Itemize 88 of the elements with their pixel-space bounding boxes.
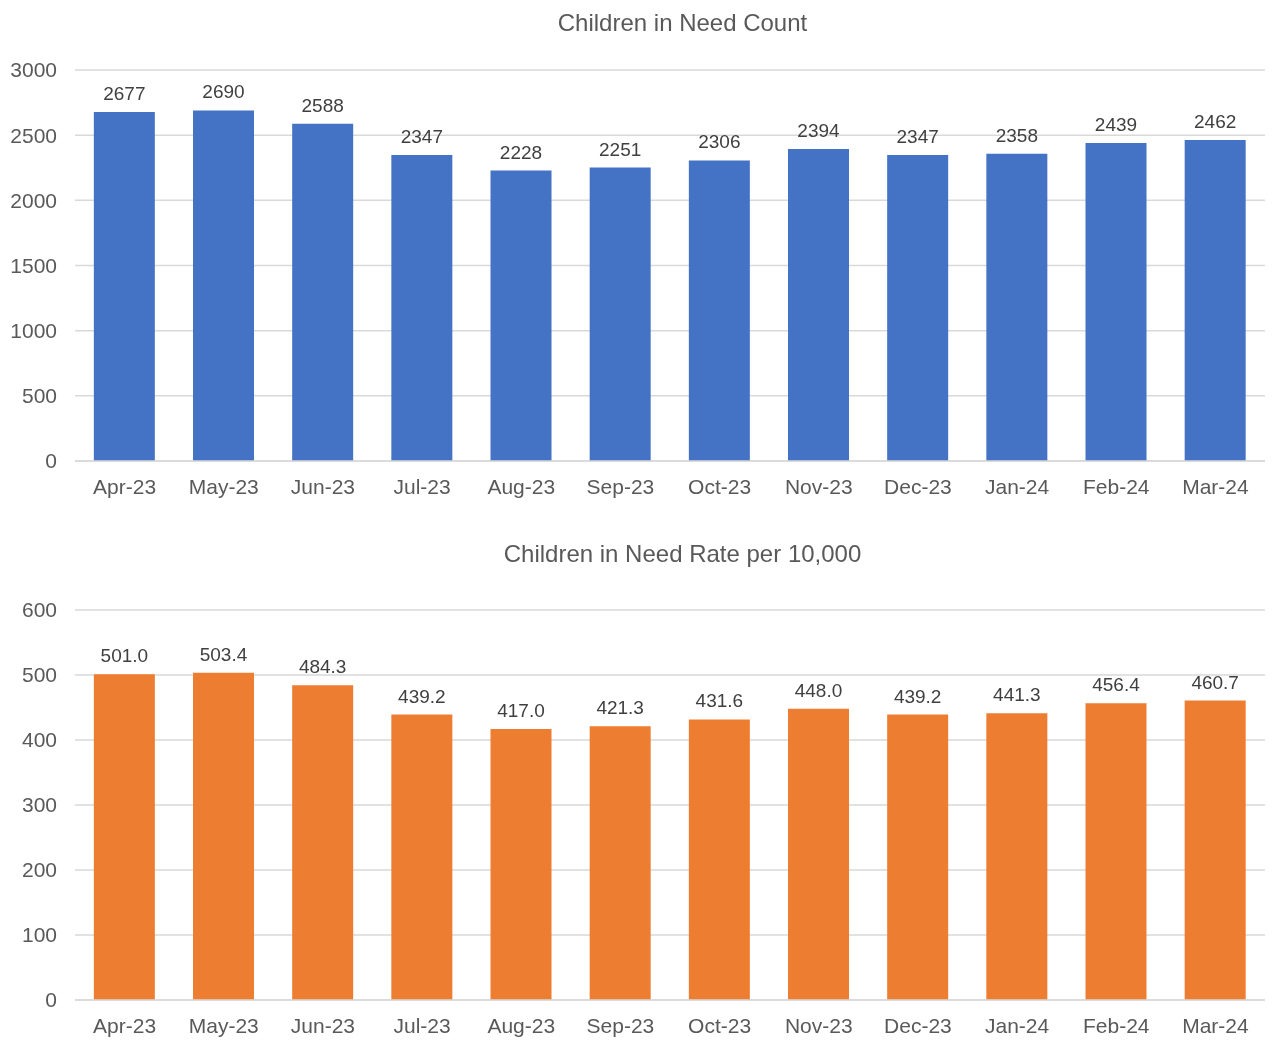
data-label: 2251 bbox=[599, 138, 642, 160]
data-label: 2347 bbox=[400, 126, 443, 148]
bar bbox=[1184, 140, 1246, 461]
x-tick-label: Aug-23 bbox=[487, 474, 556, 498]
bar bbox=[1085, 143, 1147, 461]
x-tick-label: Apr-23 bbox=[93, 1013, 157, 1037]
data-label: 503.4 bbox=[199, 643, 248, 665]
chart-title: Children in Need Rate per 10,000 bbox=[502, 539, 863, 569]
data-label: 441.3 bbox=[993, 684, 1041, 706]
x-tick-label: Oct-23 bbox=[688, 474, 752, 498]
x-tick-label: Jul-23 bbox=[393, 1013, 451, 1037]
y-tick-label: 3000 bbox=[10, 58, 57, 82]
data-label: 2462 bbox=[1194, 111, 1237, 133]
bar bbox=[688, 160, 750, 461]
bar bbox=[986, 713, 1048, 1000]
data-label: 2394 bbox=[797, 119, 841, 141]
x-tick-label: Jun-23 bbox=[290, 474, 356, 498]
y-tick-label: 500 bbox=[21, 384, 57, 408]
y-tick-label: 300 bbox=[21, 793, 57, 817]
x-tick-label: Sep-23 bbox=[586, 1013, 655, 1037]
bar bbox=[589, 167, 651, 461]
bar bbox=[589, 726, 651, 1000]
x-tick-label: Dec-23 bbox=[884, 474, 952, 498]
bar bbox=[93, 112, 155, 461]
data-label: 484.3 bbox=[298, 656, 347, 678]
x-tick-label: Jan-24 bbox=[984, 1013, 1050, 1037]
x-tick-label: Nov-23 bbox=[784, 474, 853, 498]
data-label: 417.0 bbox=[497, 699, 545, 721]
data-label: 2588 bbox=[301, 94, 344, 116]
y-tick-label: 500 bbox=[21, 663, 57, 687]
data-label: 2439 bbox=[1094, 114, 1138, 136]
bar bbox=[292, 123, 354, 461]
y-tick-label: 1500 bbox=[10, 253, 57, 277]
bar bbox=[788, 148, 850, 461]
x-tick-label: Feb-24 bbox=[1082, 1013, 1150, 1037]
bar bbox=[93, 674, 155, 1000]
data-label: 2690 bbox=[202, 81, 245, 103]
data-label: 501.0 bbox=[100, 645, 149, 667]
data-label: 456.4 bbox=[1092, 674, 1141, 696]
data-label: 439.2 bbox=[893, 685, 942, 707]
data-label: 2358 bbox=[995, 124, 1038, 146]
bar bbox=[490, 170, 552, 461]
data-label: 2347 bbox=[896, 126, 939, 148]
bar bbox=[887, 155, 949, 461]
y-tick-label: 100 bbox=[21, 923, 57, 947]
bar bbox=[1085, 703, 1147, 1000]
y-tick-label: 400 bbox=[21, 728, 57, 752]
bar bbox=[193, 672, 255, 1000]
bar bbox=[986, 153, 1048, 461]
bar bbox=[887, 714, 949, 1000]
bar bbox=[688, 719, 750, 1000]
x-tick-label: Jun-23 bbox=[290, 1013, 356, 1037]
x-tick-label: Mar-24 bbox=[1182, 1013, 1249, 1037]
x-tick-label: Jan-24 bbox=[984, 474, 1050, 498]
x-tick-label: Nov-23 bbox=[784, 1013, 853, 1037]
x-tick-label: Jul-23 bbox=[393, 474, 451, 498]
y-tick-label: 0 bbox=[45, 449, 57, 473]
bar bbox=[490, 728, 552, 1000]
data-label: 2306 bbox=[698, 131, 741, 153]
data-label: 2677 bbox=[103, 83, 146, 105]
bar bbox=[788, 708, 850, 1000]
data-label: 460.7 bbox=[1191, 671, 1239, 693]
x-tick-label: Apr-23 bbox=[93, 474, 157, 498]
data-label: 431.6 bbox=[695, 690, 744, 712]
y-tick-label: 200 bbox=[21, 858, 57, 882]
x-tick-label: May-23 bbox=[188, 474, 259, 498]
data-label: 448.0 bbox=[794, 679, 843, 701]
x-tick-label: Sep-23 bbox=[586, 474, 655, 498]
y-tick-label: 0 bbox=[45, 988, 57, 1012]
data-label: 421.3 bbox=[596, 697, 644, 719]
x-tick-label: Aug-23 bbox=[487, 1013, 556, 1037]
bar bbox=[391, 714, 453, 1000]
y-tick-label: 2500 bbox=[10, 123, 57, 147]
data-label: 439.2 bbox=[398, 685, 446, 707]
x-tick-label: Feb-24 bbox=[1082, 474, 1150, 498]
y-tick-label: 600 bbox=[21, 598, 57, 622]
y-tick-label: 1000 bbox=[10, 319, 57, 343]
x-tick-label: Oct-23 bbox=[688, 1013, 752, 1037]
data-label: 2228 bbox=[499, 141, 543, 163]
bar bbox=[391, 155, 453, 461]
bar bbox=[1184, 700, 1246, 1000]
x-tick-label: May-23 bbox=[188, 1013, 259, 1037]
x-tick-label: Dec-23 bbox=[884, 1013, 952, 1037]
y-tick-label: 2000 bbox=[10, 188, 57, 212]
bar bbox=[193, 110, 255, 461]
bar bbox=[292, 685, 354, 1000]
chart-title: Children in Need Count bbox=[556, 8, 809, 38]
x-tick-label: Mar-24 bbox=[1182, 474, 1249, 498]
